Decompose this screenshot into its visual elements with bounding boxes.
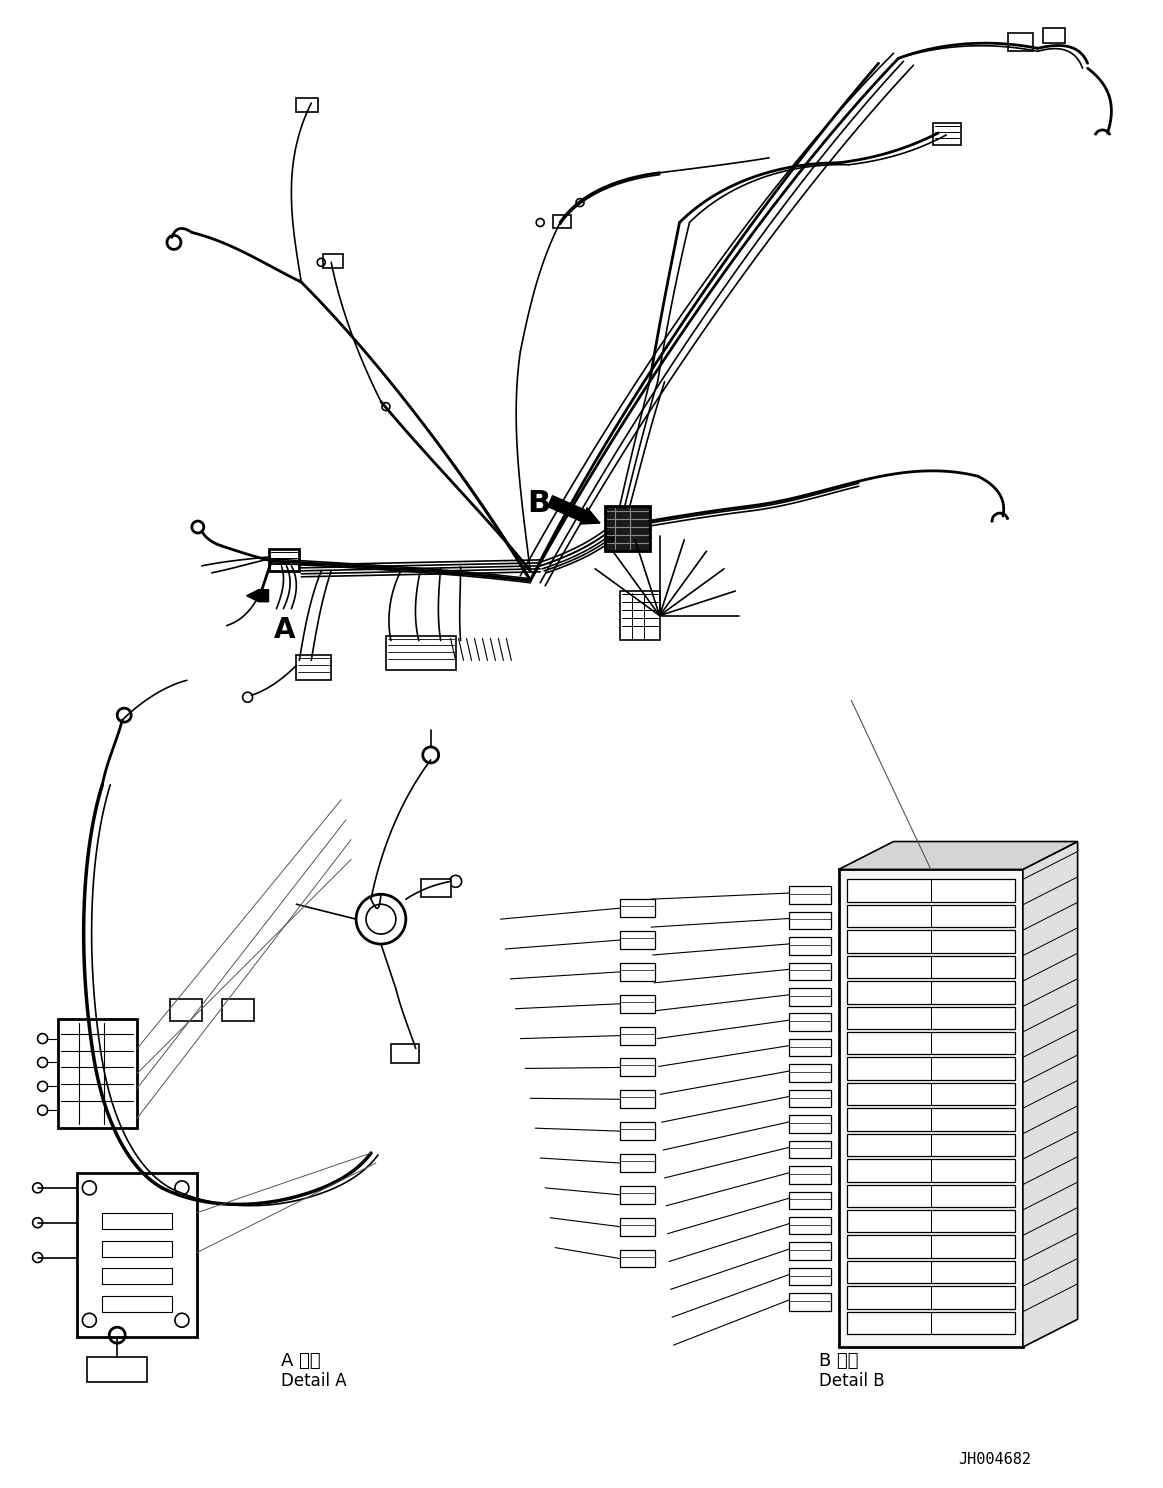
Bar [391, 1043, 419, 1064]
Bar [554, 214, 571, 229]
Bar [1008, 33, 1033, 51]
Bar [87, 1357, 147, 1382]
Bar [789, 1064, 830, 1082]
Bar [102, 1241, 172, 1256]
Bar [847, 1184, 1015, 1207]
Bar [847, 930, 1015, 952]
Bar [620, 1155, 655, 1173]
Text: A 詳細: A 詳細 [281, 1353, 321, 1370]
Bar [839, 869, 1023, 1347]
Bar [789, 1089, 830, 1107]
Bar [789, 1141, 830, 1158]
Bar [789, 887, 830, 903]
Bar [847, 1033, 1015, 1055]
Bar [297, 655, 331, 680]
Bar [620, 591, 659, 640]
Bar [620, 931, 655, 949]
Bar [789, 1242, 830, 1260]
Text: Detail B: Detail B [819, 1372, 885, 1390]
Bar [620, 1250, 655, 1268]
Bar [605, 506, 650, 551]
Bar [323, 254, 343, 268]
Bar [789, 963, 830, 981]
Bar [789, 1217, 830, 1235]
Text: Detail A: Detail A [281, 1372, 347, 1390]
Bar [847, 1109, 1015, 1131]
Bar [222, 998, 254, 1021]
Bar [847, 905, 1015, 927]
Bar [789, 1039, 830, 1056]
Bar [847, 955, 1015, 978]
Bar [789, 1268, 830, 1286]
Bar [847, 1235, 1015, 1257]
Bar [102, 1268, 172, 1284]
Bar [620, 1186, 655, 1204]
Bar [789, 1293, 830, 1311]
Bar [789, 1115, 830, 1132]
Bar [620, 1091, 655, 1109]
Bar [847, 1286, 1015, 1309]
Text: JH004682: JH004682 [958, 1452, 1032, 1467]
Bar [847, 879, 1015, 902]
Bar [297, 98, 319, 112]
Bar [620, 1122, 655, 1140]
FancyArrow shape [548, 496, 600, 524]
Bar [847, 1260, 1015, 1283]
Bar [620, 1027, 655, 1045]
Bar [789, 912, 830, 929]
Polygon shape [839, 842, 1078, 869]
Bar [847, 1210, 1015, 1232]
Bar [789, 937, 830, 955]
Text: A: A [273, 616, 295, 644]
Text: B: B [527, 490, 550, 518]
Bar [386, 635, 456, 671]
Bar [270, 549, 299, 571]
Bar [847, 1006, 1015, 1030]
Bar [1043, 28, 1064, 43]
Bar [789, 1192, 830, 1208]
Bar [847, 1159, 1015, 1181]
Bar [789, 988, 830, 1006]
Bar [847, 1134, 1015, 1156]
Bar [620, 995, 655, 1013]
Polygon shape [1023, 842, 1078, 1347]
Bar [421, 879, 450, 897]
Bar [78, 1173, 197, 1338]
Bar [102, 1213, 172, 1229]
Bar [934, 124, 961, 144]
Bar [847, 1312, 1015, 1335]
Bar [102, 1296, 172, 1312]
Bar [620, 963, 655, 981]
Bar [847, 1083, 1015, 1106]
Bar [620, 1058, 655, 1076]
Bar [170, 998, 202, 1021]
Bar [620, 899, 655, 917]
Bar [620, 1217, 655, 1235]
Bar [789, 1167, 830, 1183]
Text: B 詳細: B 詳細 [819, 1353, 858, 1370]
Bar [789, 1013, 830, 1031]
Bar [847, 981, 1015, 1003]
Bar [847, 1058, 1015, 1080]
Bar [57, 1019, 137, 1128]
FancyArrow shape [247, 589, 269, 601]
